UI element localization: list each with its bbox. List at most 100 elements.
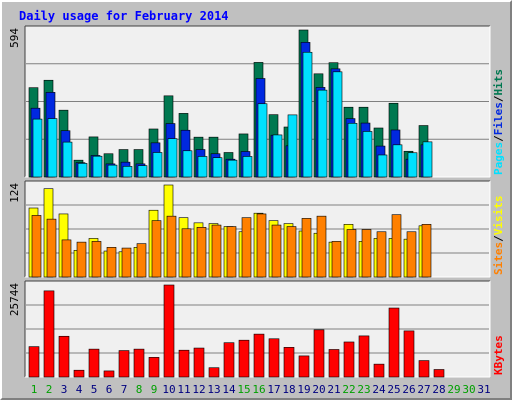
x-tick-label: 1 [31, 383, 38, 396]
x-tick-label: 26 [402, 383, 415, 396]
bar-kbytes [58, 335, 70, 378]
x-tick-label: 19 [297, 383, 310, 396]
bar-kbytes [118, 350, 130, 378]
x-tick-label: 10 [162, 383, 175, 396]
bar-kbytes [73, 369, 85, 378]
bar-sites [31, 215, 42, 278]
bar-pages [287, 114, 298, 178]
x-tick-label: 11 [177, 383, 190, 396]
bar-sites [406, 231, 417, 278]
bar-pages [227, 159, 238, 178]
bar-kbytes [43, 290, 55, 378]
x-tick-label: 21 [327, 383, 340, 396]
bar-pages [47, 118, 58, 178]
series-legend: Sites/Visits [492, 196, 505, 276]
legend-hits: Hits [492, 69, 505, 96]
bar-kbytes [148, 357, 160, 378]
bar-sites [421, 224, 432, 278]
bar-kbytes [178, 349, 190, 378]
bar-pages [107, 164, 118, 178]
bar-pages [122, 166, 133, 178]
bar-sites [286, 226, 297, 278]
x-tick-label: 14 [222, 383, 236, 396]
x-tick-label: 24 [372, 383, 386, 396]
bar-kbytes [103, 370, 115, 378]
bar-pages [152, 152, 163, 178]
bar-kbytes [298, 355, 310, 378]
bar-kbytes [388, 307, 400, 378]
bar-pages [317, 89, 328, 178]
x-tick-label: 8 [136, 383, 143, 396]
bar-pages [62, 141, 73, 178]
bar-kbytes [268, 338, 280, 378]
bar-sites [106, 247, 117, 278]
legend-pages: Pages [492, 142, 505, 175]
bar-sites [46, 218, 57, 278]
x-tick-label: 30 [462, 383, 475, 396]
bar-pages [422, 141, 433, 178]
bar-kbytes [223, 342, 235, 378]
bar-kbytes [403, 330, 415, 378]
x-tick-label: 4 [76, 383, 83, 396]
bar-kbytes [373, 363, 385, 378]
y-max-label: 25744 [8, 283, 21, 316]
bar-kbytes [133, 348, 145, 378]
bar-sites [226, 226, 237, 278]
bar-kbytes [328, 349, 340, 378]
bar-kbytes [433, 369, 445, 378]
bar-sites [166, 215, 177, 278]
y-max-label: 124 [8, 183, 21, 203]
bar-sites [361, 229, 372, 278]
bar-pages [362, 131, 373, 178]
x-tick-label: 12 [192, 383, 205, 396]
x-tick-label: 15 [237, 383, 250, 396]
bar-pages [257, 103, 268, 178]
bar-pages [242, 156, 253, 178]
x-tick-label: 31 [477, 383, 490, 396]
bar-kbytes [208, 367, 220, 378]
bar-pages [272, 134, 283, 178]
legend-kbytes: KBytes [492, 335, 505, 375]
legend-separator: / [492, 235, 505, 242]
x-tick-label: 25 [387, 383, 400, 396]
x-tick-label: 9 [151, 383, 158, 396]
bar-sites [316, 215, 327, 278]
bar-pages [167, 138, 178, 178]
bar-pages [347, 122, 358, 178]
x-tick-label: 23 [357, 383, 370, 396]
bar-sites [196, 226, 207, 278]
bar-kbytes [238, 339, 250, 378]
legend-visits: Visits [492, 196, 505, 236]
x-tick-label: 29 [447, 383, 460, 396]
bar-sites [121, 247, 132, 278]
bar-pages [302, 51, 313, 178]
x-tick-label: 2 [46, 383, 53, 396]
legend-files: Files [492, 102, 505, 135]
x-tick-label: 18 [282, 383, 295, 396]
x-tick-label: 13 [207, 383, 220, 396]
x-tick-label: 20 [312, 383, 325, 396]
bar-pages [377, 154, 388, 178]
bar-pages [332, 71, 343, 178]
bar-sites [76, 241, 87, 278]
bar-kbytes [28, 346, 40, 378]
bar-kbytes [418, 360, 430, 378]
y-max-label: 594 [8, 28, 21, 48]
x-tick-label: 5 [91, 383, 98, 396]
x-tick-label: 6 [106, 383, 113, 396]
bar-sites [391, 214, 402, 278]
bar-kbytes [193, 347, 205, 378]
series-legend: Pages/Files/Hits [492, 69, 505, 175]
bar-kbytes [313, 329, 325, 378]
x-tick-label: 7 [121, 383, 128, 396]
bar-sites [271, 224, 282, 278]
x-tick-label: 27 [417, 383, 430, 396]
bar-pages [212, 157, 223, 178]
bar-sites [331, 241, 342, 278]
x-tick-label: 16 [252, 383, 265, 396]
x-tick-label: 22 [342, 383, 355, 396]
bar-sites [181, 228, 192, 278]
bar-kbytes [88, 348, 100, 378]
bar-pages [137, 165, 148, 178]
